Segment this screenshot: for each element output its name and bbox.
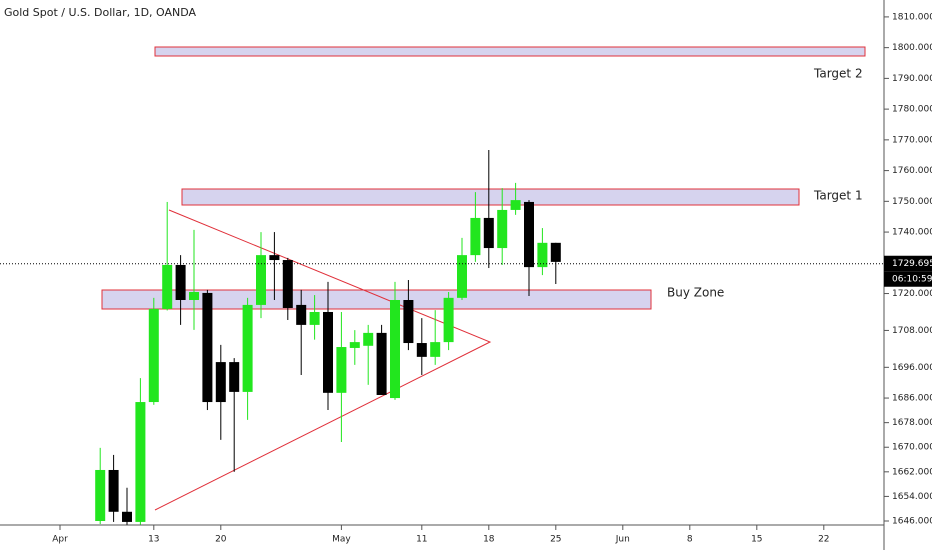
candle-body [135,402,146,522]
y-tick-label: 1760.000 [892,166,932,176]
target-2-zone [154,46,866,57]
candle-body [256,255,266,305]
zone-label: Target 2 [813,67,863,81]
y-tick-label: 1770.000 [892,135,932,145]
candle-body [122,511,132,522]
candle-body [296,304,307,325]
y-tick-label: 1780.000 [892,105,932,115]
candle-body [443,297,454,343]
candle-body [229,362,240,392]
zones [101,46,866,511]
x-tick-label: 13 [148,535,159,545]
y-tick-label: 1720.000 [892,289,932,299]
candle-body [202,292,213,403]
x-tick-label: 18 [483,535,495,545]
candle-body [162,264,173,309]
chart-title: Gold Spot / U.S. Dollar, 1D, OANDA [4,6,197,19]
y-tick-label: 1708.000 [892,326,932,336]
candle-body [189,292,199,300]
candle-body [457,255,467,298]
x-tick-label: Jun [615,535,630,545]
triangle-pattern [154,209,492,511]
y-tick-label: 1740.000 [892,228,932,238]
candle-body [510,200,521,210]
x-tick-label: 20 [215,535,227,545]
x-tick-label: May [332,535,351,545]
x-tick-label: 22 [818,535,829,545]
target-1-zone [181,188,800,206]
x-tick-label: 15 [751,535,762,545]
candle-body [403,300,414,344]
candle-body [470,217,481,256]
last-price-box [884,255,932,272]
y-tick-label: 1696.000 [892,363,932,373]
candle-body [148,308,159,403]
x-tick-label: 8 [687,535,693,545]
candle-body [242,304,253,392]
candle-body [95,469,106,522]
buy-zone [101,289,652,310]
candle-body [537,242,548,268]
y-tick-label: 1662.000 [892,467,932,477]
candle-body [282,260,293,308]
y-tick-label: 1790.000 [892,74,932,84]
candle-body [430,342,441,357]
y-tick-label: 1810.000 [892,12,932,22]
x-tick-label: Apr [52,535,68,545]
y-tick-label: 1670.000 [892,443,932,453]
candle-body [269,255,280,261]
y-tick-label: 1678.000 [892,418,932,428]
y-tick-label: 1646.000 [892,517,932,527]
x-tick-label: 11 [416,535,427,545]
countdown-label: 06:10:59 [892,275,932,285]
y-tick-label: 1750.000 [892,197,932,207]
candle-body [390,300,400,399]
candle-body [416,343,427,357]
x-tick-label: 25 [550,535,561,545]
y-tick-label: 1686.000 [892,394,932,404]
candle-body [336,347,347,393]
last-price-label: 1729.695 [892,259,932,269]
candle-body [363,332,374,346]
y-tick-label: 1654.000 [892,492,932,502]
candle-body [376,332,387,395]
candle-body [497,209,508,249]
zone-label: Target 1 [813,189,863,203]
candle-body [524,201,534,268]
countdown-box [884,271,932,287]
candle-body [215,362,226,403]
zone-label: Buy Zone [667,286,724,300]
candle-body [175,264,186,300]
candle-body [323,311,333,393]
candle-body [483,217,494,249]
y-tick-label: 1800.000 [892,43,932,53]
candle-body [349,342,360,348]
candle-body [309,311,320,325]
candle-body [108,469,119,512]
candle-body [550,242,561,262]
